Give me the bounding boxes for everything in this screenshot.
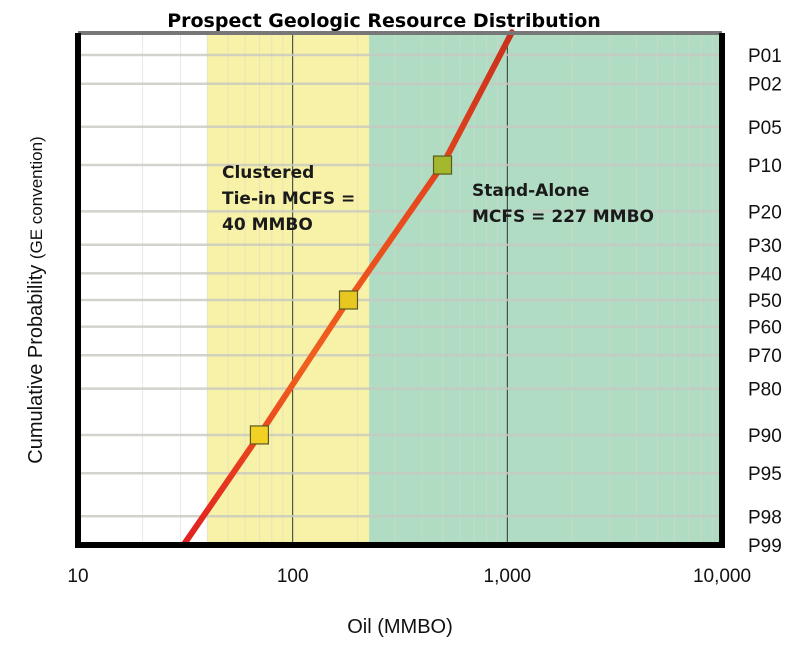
y-tick-label: P99 — [748, 536, 782, 557]
y-tick-label: P98 — [748, 507, 782, 528]
y-axis-label-note: (GE convention) — [27, 136, 46, 259]
annotation-line: MCFS = 227 MMBO — [472, 207, 654, 227]
x-tick-label: 10 — [67, 566, 88, 587]
y-tick-label: P50 — [748, 291, 782, 312]
y-tick-label: P60 — [748, 318, 782, 339]
y-tick-label: P80 — [748, 380, 782, 401]
annotation-1: Stand-Alone MCFS = 227 MMBO — [472, 181, 654, 227]
marker-p90 — [249, 425, 270, 445]
annotation-line: Clustered — [222, 163, 314, 183]
y-tick-label: P20 — [748, 202, 782, 223]
y-tick-label: P40 — [748, 264, 782, 285]
x-tick-label: 1,000 — [484, 566, 532, 587]
annotation-line: 40 MMBO — [222, 215, 313, 235]
chart-title: Prospect Geologic Resource Distribution — [167, 10, 601, 32]
annotation-line: Tie-in MCFS = — [222, 189, 355, 209]
y-tick-label: P01 — [748, 46, 782, 67]
y-tick-label: P95 — [748, 464, 782, 485]
y-tick-label: P02 — [748, 75, 782, 96]
y-axis-label: Cumulative Probability (GE convention) — [25, 136, 47, 463]
y-tick-label: P70 — [748, 346, 782, 367]
x-axis-label: Oil (MMBO) — [347, 616, 453, 638]
marker-p10 — [432, 155, 453, 175]
plot-axes-border — [75, 33, 725, 548]
y-tick-label: P90 — [748, 426, 782, 447]
marker-p50 — [338, 290, 359, 310]
y-axis-label-main: Cumulative Probability — [25, 265, 47, 464]
annotation-0: Clustered Tie-in MCFS = 40 MMBO — [222, 163, 355, 235]
y-tick-label: P30 — [748, 236, 782, 257]
annotation-line: Stand-Alone — [472, 181, 589, 201]
y-tick-label: P05 — [748, 118, 782, 139]
shaded-region-1 — [207, 33, 370, 545]
x-tick-label: 10,000 — [693, 566, 751, 587]
shaded-region-2 — [369, 33, 722, 545]
y-tick-label: P10 — [748, 156, 782, 177]
x-tick-label: 100 — [277, 566, 309, 587]
